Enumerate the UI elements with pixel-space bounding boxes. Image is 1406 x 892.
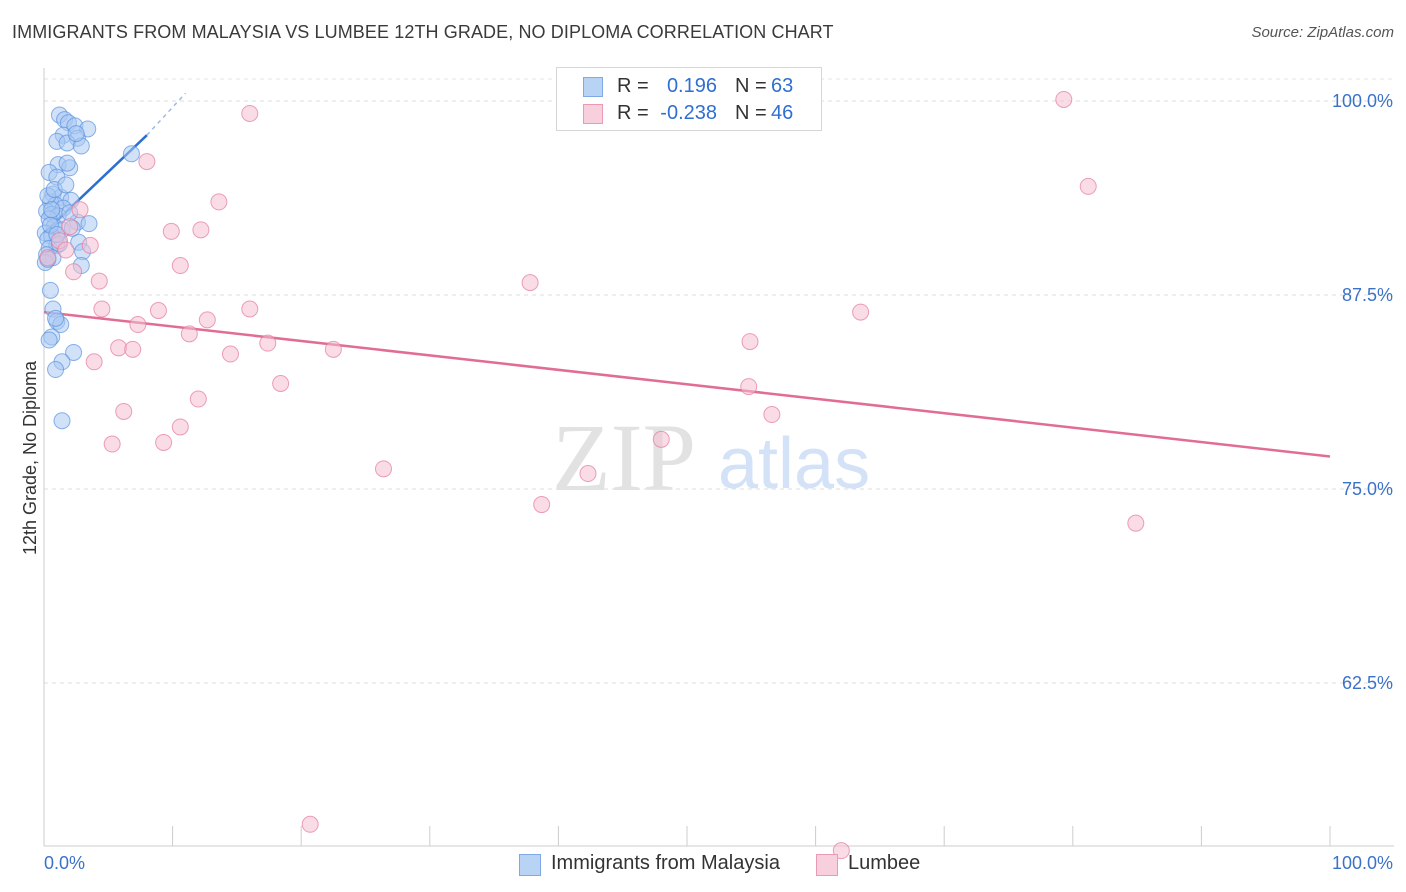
lumbee-point — [533, 496, 551, 514]
grid-lines — [44, 78, 1394, 684]
malaysia-trend-extension — [146, 92, 187, 136]
malaysia-point — [47, 361, 65, 379]
malaysia-point — [47, 309, 65, 327]
lumbee-point — [65, 263, 83, 281]
data-points — [36, 90, 1145, 860]
malaysia-point — [41, 281, 59, 299]
watermark-zip: ZIP — [552, 404, 696, 511]
lumbee-point — [210, 193, 228, 211]
lumbee-point — [192, 221, 210, 239]
lumbee-swatch — [816, 854, 838, 876]
malaysia-point — [67, 125, 85, 143]
legend-label: Immigrants from Malaysia — [551, 852, 780, 874]
series-legend: Immigrants from Malaysia Lumbee — [0, 852, 1406, 878]
y-tick-label: 87.5% — [1342, 285, 1393, 305]
lumbee-point — [1079, 177, 1097, 195]
lumbee-point — [81, 236, 99, 254]
lumbee-point — [149, 302, 167, 320]
lumbee-point — [189, 390, 207, 408]
malaysia-swatch — [583, 77, 603, 97]
malaysia-point — [80, 215, 98, 233]
malaysia-point — [40, 331, 58, 349]
correlation-legend: R = 0.196 N = 63 R = -0.238 N = 46 — [556, 67, 822, 131]
lumbee-point — [1127, 514, 1145, 532]
watermark-atlas: atlas — [718, 424, 870, 504]
lumbee-point — [85, 353, 103, 371]
n-label: N = — [735, 102, 767, 124]
x-tick-label: 0.0% — [44, 853, 85, 873]
malaysia-point — [65, 343, 83, 361]
lumbee-point — [521, 274, 539, 292]
lumbee-point — [740, 378, 758, 396]
lumbee-point — [180, 325, 198, 343]
legend-row-malaysia: R = 0.196 N = 63 — [557, 74, 821, 100]
legend-row-lumbee: R = -0.238 N = 46 — [557, 101, 821, 127]
lumbee-point — [103, 435, 121, 453]
lumbee-point — [241, 300, 259, 318]
lumbee-point — [652, 430, 670, 448]
y-tick-label: 100.0% — [1332, 91, 1393, 111]
trend-lines — [43, 92, 1331, 458]
lumbee-point — [124, 340, 142, 358]
lumbee-point — [221, 345, 239, 363]
legend-label: Lumbee — [848, 852, 921, 874]
r-value: 0.196 — [666, 75, 717, 97]
lumbee-point — [198, 311, 216, 329]
malaysia-point — [58, 154, 76, 172]
lumbee-point — [852, 303, 870, 321]
y-tick-label: 75.0% — [1342, 479, 1393, 499]
lumbee-point — [110, 339, 128, 357]
lumbee-point — [171, 257, 189, 275]
lumbee-point — [259, 334, 277, 352]
lumbee-point — [741, 333, 759, 351]
n-value: 46 — [771, 102, 794, 124]
lumbee-point — [155, 433, 173, 451]
r-value: -0.238 — [660, 102, 717, 124]
lumbee-point — [1055, 90, 1073, 108]
malaysia-point — [53, 412, 71, 430]
lumbee-point — [272, 375, 290, 393]
lumbee-point — [579, 465, 597, 483]
lumbee-point — [138, 153, 156, 171]
r-label: R = — [617, 75, 649, 97]
malaysia-swatch — [519, 854, 541, 876]
lumbee-point — [71, 201, 89, 219]
source-credit: Source: ZipAtlas.com — [1251, 24, 1394, 41]
lumbee-point — [115, 402, 133, 420]
lumbee-point — [93, 300, 111, 318]
lumbee-point — [171, 418, 189, 436]
malaysia-point — [43, 201, 61, 219]
lumbee-point — [763, 406, 781, 424]
lumbee-point — [324, 340, 342, 358]
y-tick-label: 62.5% — [1342, 673, 1393, 693]
n-value: 63 — [771, 75, 794, 97]
tick-labels: 100.0% 87.5% 75.0% 62.5% 0.0% 100.0% — [44, 91, 1393, 873]
lumbee-point — [57, 241, 75, 259]
lumbee-swatch — [583, 104, 603, 124]
lumbee-point — [162, 222, 180, 240]
lumbee-point — [375, 460, 393, 478]
lumbee-point — [90, 272, 108, 290]
lumbee-point — [241, 104, 259, 122]
lumbee-trend-line — [43, 310, 1331, 458]
lumbee-point — [129, 316, 147, 334]
malaysia-point — [57, 176, 75, 194]
malaysia-point — [122, 145, 140, 163]
r-label: R = — [617, 102, 649, 124]
y-axis-label: 12th Grade, No Diploma — [20, 360, 40, 555]
n-label: N = — [735, 75, 767, 97]
lumbee-point — [39, 249, 57, 267]
chart-title: IMMIGRANTS FROM MALAYSIA VS LUMBEE 12TH … — [12, 22, 834, 42]
x-tick-label: 100.0% — [1332, 853, 1393, 873]
lumbee-point — [61, 218, 79, 236]
lumbee-point — [301, 815, 319, 833]
